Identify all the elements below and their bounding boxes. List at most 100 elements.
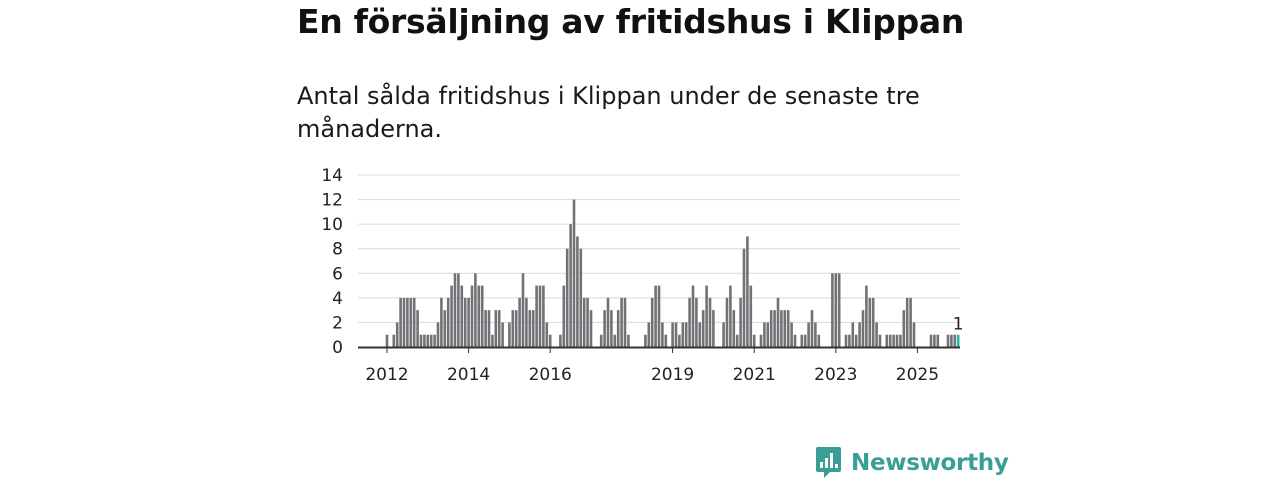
bar [708, 297, 712, 347]
y-tick-label: 10 [321, 215, 343, 235]
bar [460, 285, 464, 347]
bar [480, 285, 484, 347]
bar [776, 297, 780, 347]
bar [647, 322, 651, 347]
bar [412, 297, 416, 347]
y-tick-label: 6 [332, 264, 343, 284]
bar [528, 310, 532, 347]
bar [831, 273, 834, 347]
x-tick-label: 2025 [896, 365, 939, 385]
bar [542, 285, 545, 347]
x-tick-label: 2014 [447, 365, 490, 385]
bar [780, 310, 783, 347]
bar [531, 310, 535, 347]
bar [664, 334, 668, 347]
bar [508, 322, 511, 347]
bar [589, 310, 593, 347]
bar [803, 334, 807, 347]
newsworthy-logo: Newsworthy [815, 446, 1009, 479]
bar [620, 297, 623, 347]
bar [627, 334, 630, 347]
bar [902, 310, 906, 347]
bar [474, 273, 477, 347]
bar [810, 310, 814, 347]
bar [837, 273, 841, 347]
bar [783, 310, 787, 347]
bar [769, 310, 773, 347]
x-tick-label: 2019 [651, 365, 694, 385]
bar [705, 285, 708, 347]
bar [698, 322, 702, 347]
bar [888, 334, 892, 347]
chart-title: En försäljning av fritidshus i Klippan [297, 2, 965, 41]
bar [467, 297, 470, 347]
bar [773, 310, 776, 347]
bar [416, 310, 419, 347]
bar [678, 334, 681, 347]
bar [395, 322, 399, 347]
logo-text: Newsworthy [851, 449, 1009, 476]
bar [565, 248, 569, 347]
bar [786, 310, 790, 347]
bar [501, 322, 504, 347]
bar [484, 310, 487, 347]
bar [487, 310, 491, 347]
bar [497, 310, 501, 347]
bar-chart-speech-bubble-icon [816, 447, 841, 478]
bar [610, 310, 613, 347]
bar [905, 297, 909, 347]
x-axis-ticks: 2012 2014 2016 2019 2021 2023 2025 [365, 347, 939, 385]
bar [865, 285, 868, 347]
bar [644, 334, 647, 347]
bar [933, 334, 936, 347]
bar [436, 322, 440, 347]
bar [477, 285, 481, 347]
bar [606, 297, 610, 347]
bar [446, 297, 450, 347]
bar [429, 334, 433, 347]
bar [406, 297, 409, 347]
bar [559, 334, 562, 347]
bar [800, 334, 804, 347]
bar [790, 322, 793, 347]
bar [899, 334, 902, 347]
bar [623, 297, 627, 347]
bar [514, 310, 518, 347]
bar [875, 322, 878, 347]
y-tick-label: 8 [332, 240, 343, 260]
bar [759, 334, 763, 347]
bar [834, 273, 838, 347]
bar [525, 297, 528, 347]
bar [450, 285, 453, 347]
bar [440, 297, 443, 347]
bar [616, 310, 620, 347]
bar [807, 322, 810, 347]
bar [725, 297, 729, 347]
bar [735, 334, 739, 347]
bar [586, 297, 589, 347]
bar [844, 334, 848, 347]
bar [521, 273, 525, 347]
bar [582, 297, 586, 347]
bar [746, 236, 749, 347]
bar [491, 334, 494, 347]
bar [885, 334, 889, 347]
bar [854, 334, 858, 347]
bar [650, 297, 654, 347]
bar [674, 322, 678, 347]
bar [569, 224, 572, 347]
bar [871, 297, 875, 347]
bar [385, 334, 389, 347]
y-tick-label: 4 [332, 289, 343, 309]
bar [793, 334, 797, 347]
bar [695, 297, 698, 347]
bar [878, 334, 882, 347]
bar [681, 322, 685, 347]
bar [895, 334, 899, 347]
bar [409, 297, 413, 347]
x-tick-label: 2021 [733, 365, 776, 385]
bar [929, 334, 933, 347]
bar [763, 322, 766, 347]
bar [603, 310, 606, 347]
bar [861, 310, 865, 347]
